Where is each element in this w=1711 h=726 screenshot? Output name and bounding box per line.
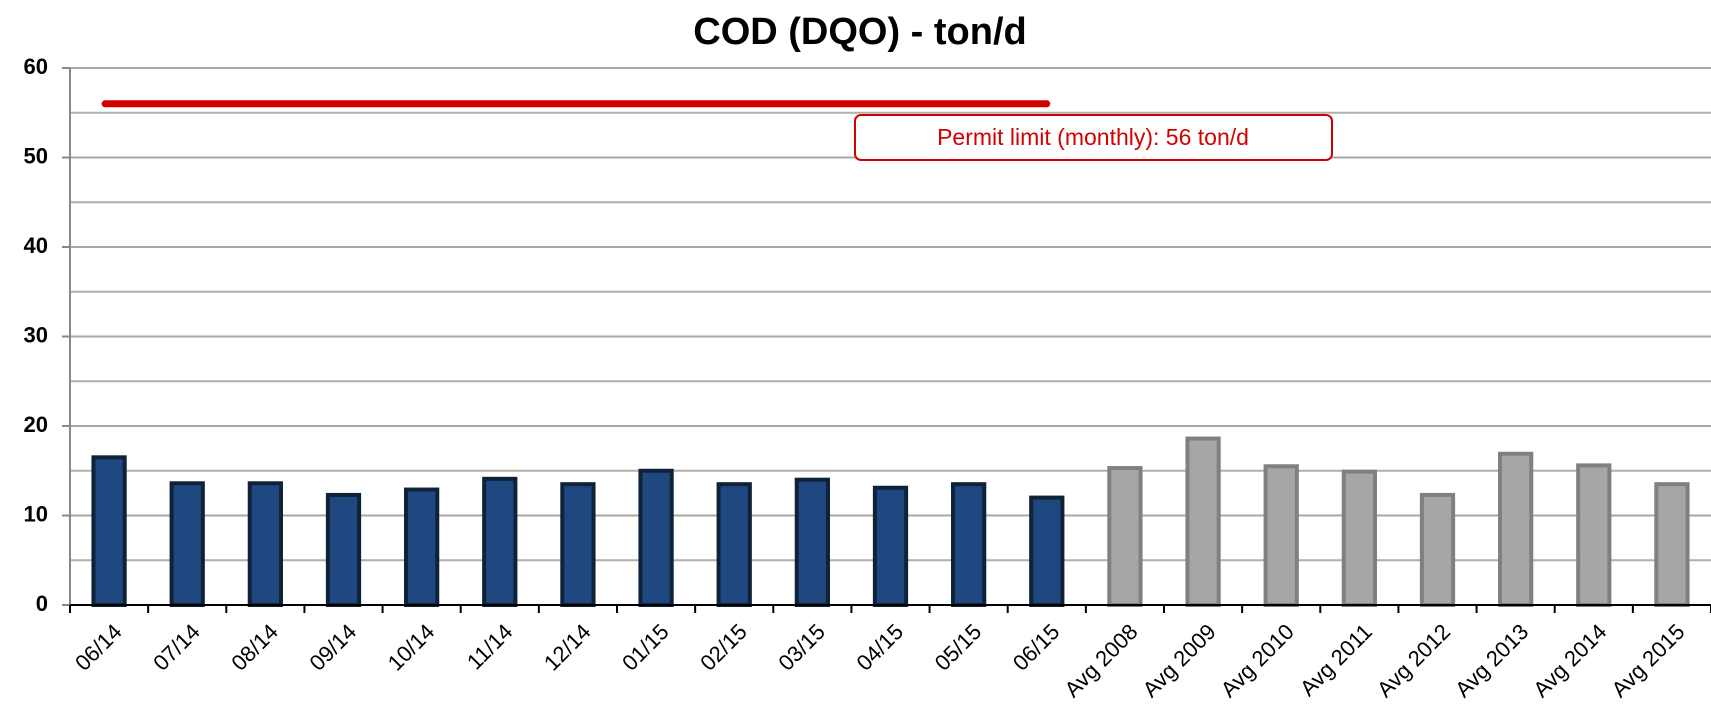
bar xyxy=(169,481,205,607)
x-tick-label: Avg 2013 xyxy=(1450,619,1533,702)
x-tick-label: 02/15 xyxy=(695,619,752,676)
bar xyxy=(716,482,752,607)
x-tick-label: 11/14 xyxy=(462,619,517,674)
bar xyxy=(638,468,674,607)
x-tick-label: 06/14 xyxy=(70,619,127,676)
y-tick-label: 50 xyxy=(24,143,48,168)
y-tick-label: 10 xyxy=(24,501,48,526)
x-tick-label: 05/15 xyxy=(930,619,987,676)
x-tick-label: 10/14 xyxy=(383,619,440,676)
x-tick-label: 12/14 xyxy=(539,619,596,676)
bar xyxy=(1263,464,1299,607)
x-tick-label: Avg 2009 xyxy=(1138,619,1221,702)
bar xyxy=(1419,492,1456,608)
bar xyxy=(404,487,440,608)
bar xyxy=(951,482,987,607)
bar xyxy=(1654,482,1690,607)
y-tick-label: 20 xyxy=(24,412,48,437)
x-tick-label: 09/14 xyxy=(305,619,362,676)
bar xyxy=(1341,469,1377,607)
bar xyxy=(1029,495,1065,608)
x-tick-label: Avg 2011 xyxy=(1295,619,1377,701)
x-tick-label: 07/14 xyxy=(148,619,205,676)
annotation: Permit limit (monthly): 56 ton/d xyxy=(937,124,1249,150)
x-tick-label: Avg 2008 xyxy=(1059,619,1142,702)
bar xyxy=(560,482,596,607)
bar xyxy=(1107,466,1143,607)
bar xyxy=(1185,436,1221,607)
bar xyxy=(247,481,283,607)
x-tick-label: 08/14 xyxy=(226,619,283,676)
y-tick-label: 40 xyxy=(24,233,48,258)
x-tick-label: 04/15 xyxy=(852,619,909,676)
bar xyxy=(872,485,909,608)
x-tick-label: Avg 2012 xyxy=(1372,619,1455,702)
x-tick-label: Avg 2014 xyxy=(1528,619,1611,702)
x-tick-label: 03/15 xyxy=(773,619,830,676)
chart-title: COD (DQO) - ton/d xyxy=(693,11,1026,53)
y-tick-label: 0 xyxy=(36,591,48,616)
bar xyxy=(91,455,127,608)
bar xyxy=(482,476,518,607)
bar xyxy=(325,492,362,608)
x-tick-label: 01/15 xyxy=(617,619,674,676)
x-tick-label: Avg 2015 xyxy=(1606,619,1689,702)
x-tick-label: 06/15 xyxy=(1008,619,1065,676)
y-tick-label: 30 xyxy=(24,322,48,347)
x-tick-label: Avg 2010 xyxy=(1216,619,1299,702)
y-tick-label: 60 xyxy=(24,54,48,79)
annotation-box xyxy=(854,114,1333,161)
bar xyxy=(1498,451,1534,607)
bar xyxy=(1576,463,1612,607)
bar xyxy=(794,477,830,608)
